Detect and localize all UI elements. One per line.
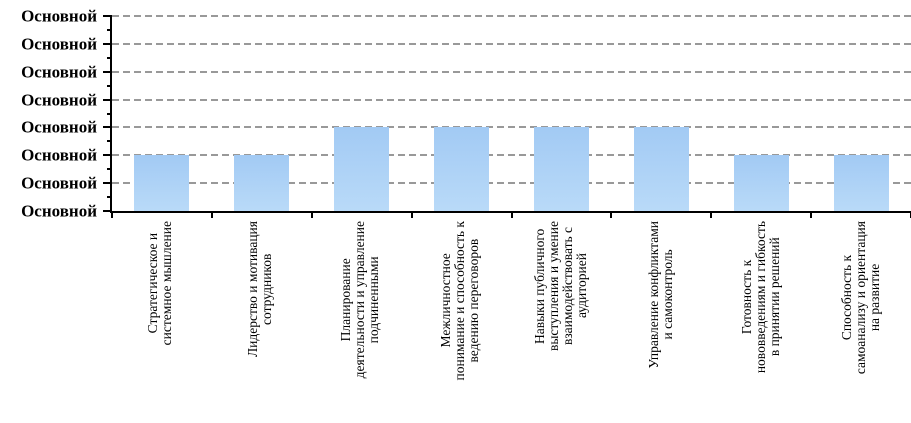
y-axis-ticks-layer xyxy=(103,15,911,212)
x-tick xyxy=(810,213,813,218)
x-tick xyxy=(111,213,113,218)
x-label-cell: Стратегическое и системное мышление xyxy=(110,221,210,423)
bar xyxy=(733,155,789,211)
x-label-cell: Готовность к нововведениям и гибкость в … xyxy=(711,221,811,423)
x-label-cell: Лидерство и мотивация сотрудников xyxy=(210,221,310,423)
gridline xyxy=(112,42,911,45)
y-tick-label: Основной xyxy=(21,90,97,110)
x-category-label: Способность к самоанализу и ориентация н… xyxy=(838,221,882,375)
y-minor-tick xyxy=(107,84,112,87)
gridline xyxy=(112,15,911,17)
gridline xyxy=(112,70,911,73)
x-label-cell: Межличностное понимание и способность к … xyxy=(410,221,510,423)
plot-area xyxy=(103,15,911,218)
y-tick-label: Основной xyxy=(21,145,97,165)
gridline xyxy=(112,182,911,185)
y-minor-tick xyxy=(107,56,112,59)
x-label-cell: Навыки публичного выступления и умение в… xyxy=(511,221,611,423)
y-major-tick xyxy=(103,42,112,45)
y-tick-label: Основной xyxy=(21,201,97,221)
x-tick xyxy=(210,213,213,218)
y-major-tick xyxy=(103,15,112,17)
y-major-tick xyxy=(103,70,112,73)
x-label-cell: Планирование деятельности и управление п… xyxy=(310,221,410,423)
x-category-label: Управление конфликтами и самоконтроль xyxy=(645,221,675,369)
x-axis-ticks-layer xyxy=(111,16,911,218)
x-label-cell: Управление конфликтами и самоконтроль xyxy=(611,221,711,423)
x-category-label: Планирование деятельности и управление п… xyxy=(338,221,382,379)
gridline xyxy=(112,126,911,129)
y-minor-tick xyxy=(107,196,112,199)
y-minor-tick xyxy=(107,112,112,115)
bar xyxy=(533,127,589,211)
x-label-cell: Способность к самоанализу и ориентация н… xyxy=(811,221,911,423)
y-minor-tick xyxy=(107,28,112,31)
y-tick-label: Основной xyxy=(21,6,97,26)
bars-layer xyxy=(112,16,911,211)
x-category-label: Межличностное понимание и способность к … xyxy=(438,221,482,381)
y-major-tick xyxy=(103,126,112,129)
y-tick-label: Основной xyxy=(21,62,97,82)
x-category-label: Стратегическое и системное мышление xyxy=(145,221,175,346)
bar xyxy=(833,155,889,211)
bar xyxy=(633,127,689,211)
x-tick xyxy=(610,213,613,218)
y-minor-tick xyxy=(107,140,112,143)
x-tick xyxy=(510,213,513,218)
bar xyxy=(334,127,390,211)
y-axis-tick-labels: Основной Основной Основной Основной Основной… xyxy=(0,8,100,220)
y-tick-label: Основной xyxy=(21,117,97,137)
y-tick-label: Основной xyxy=(21,173,97,193)
y-major-tick xyxy=(103,210,112,212)
x-category-label: Готовность к нововведениям и гибкость в … xyxy=(738,221,782,374)
y-major-tick xyxy=(103,154,112,157)
gridlines-layer xyxy=(112,15,911,211)
bar xyxy=(434,127,490,211)
gridline xyxy=(112,98,911,101)
x-category-label: Лидерство и мотивация сотрудников xyxy=(245,221,275,357)
x-tick xyxy=(310,213,313,218)
gridline xyxy=(112,154,911,157)
bar xyxy=(234,155,290,211)
y-minor-tick xyxy=(107,168,112,171)
x-tick xyxy=(410,213,413,218)
bar xyxy=(134,155,190,211)
x-axis-category-labels: Стратегическое и системное мышление Лидер… xyxy=(110,213,911,423)
x-tick xyxy=(710,213,713,218)
y-major-tick xyxy=(103,98,112,101)
y-major-tick xyxy=(103,182,112,185)
x-category-label: Навыки публичного выступления и умение в… xyxy=(531,221,589,352)
y-tick-label: Основной xyxy=(21,34,97,54)
